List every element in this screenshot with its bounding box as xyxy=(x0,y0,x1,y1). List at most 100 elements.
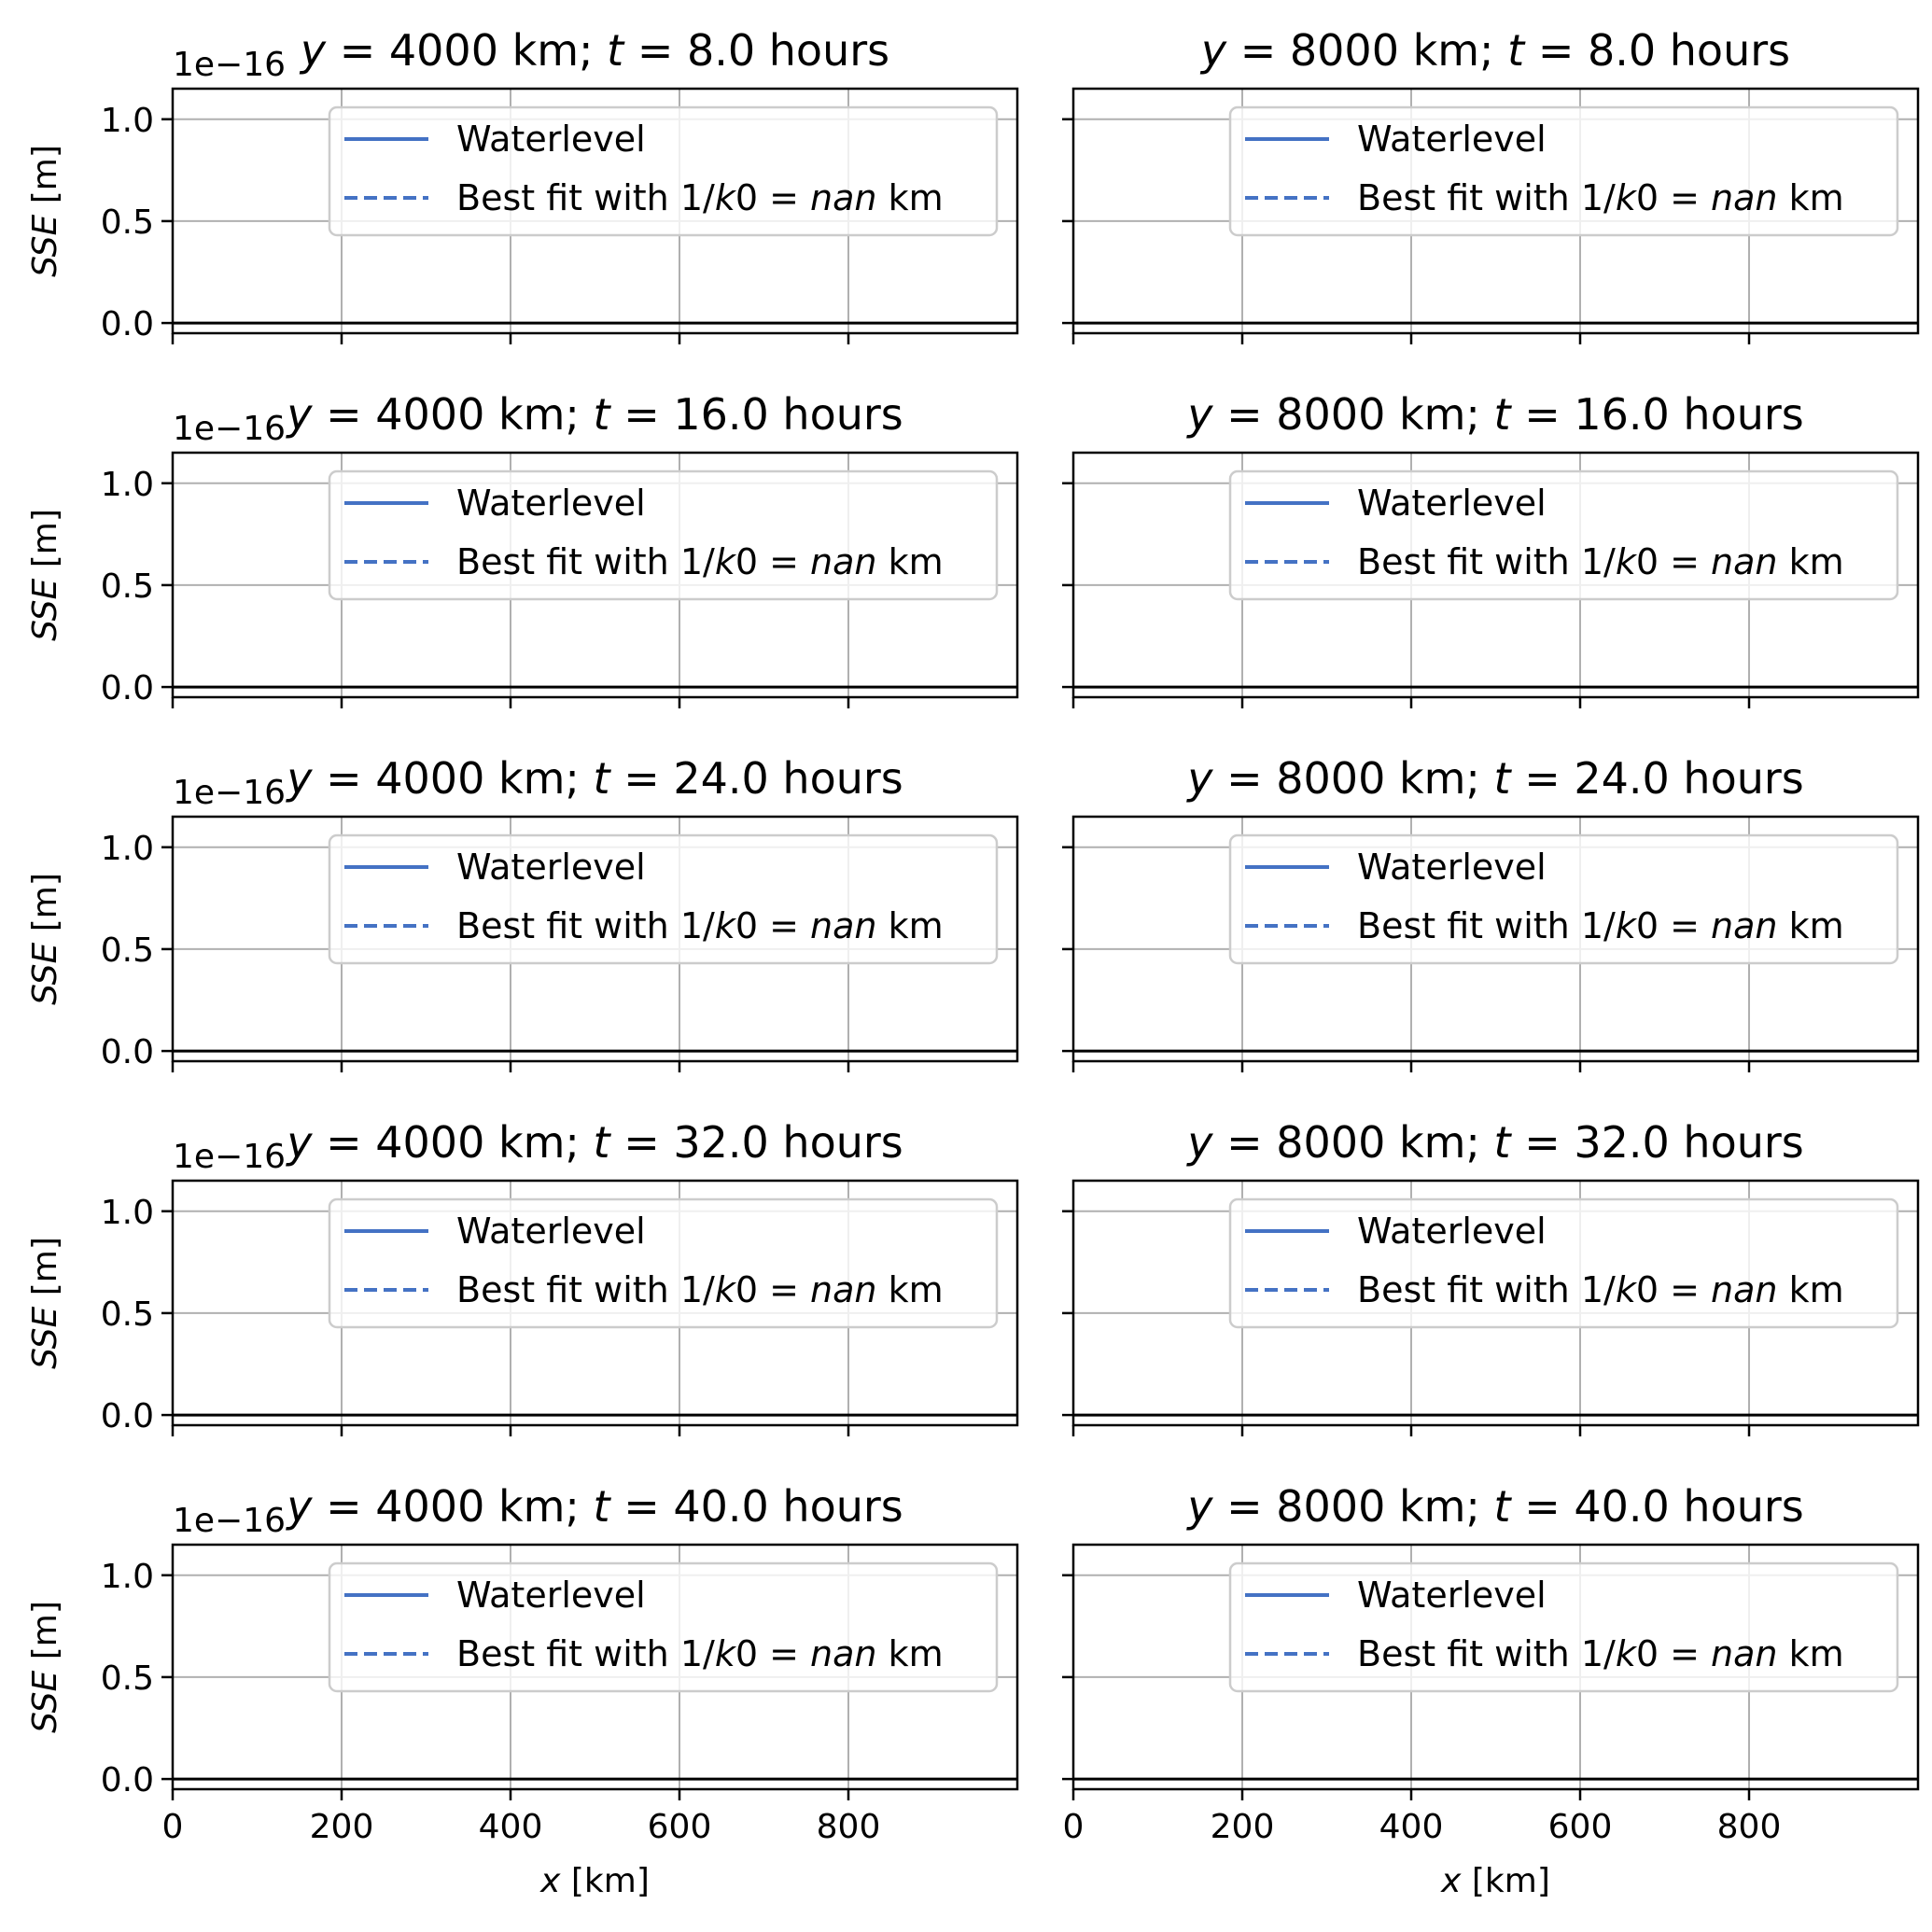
x-tick-label: 600 xyxy=(648,1808,712,1846)
legend: Waterlevel Best fit with 1/k0 = nan km xyxy=(1228,1197,1899,1329)
subplot-right-row2: y = 8000 km; t = 16.0 hours Waterlevel Bes… xyxy=(1062,389,1920,708)
legend-label-waterlevel: Waterlevel xyxy=(456,119,646,160)
y-tick-label: 1.0 xyxy=(101,466,154,504)
legend-box xyxy=(328,105,999,237)
x-tick-label: 200 xyxy=(310,1808,374,1846)
subplot-title: y = 4000 km; t = 32.0 hours xyxy=(285,1117,903,1168)
axes-frame xyxy=(171,815,1019,1063)
legend-label-best-fit: Best fit with 1/k0 = nan km xyxy=(1357,1269,1844,1310)
legend-label-waterlevel: Waterlevel xyxy=(1357,119,1547,160)
x-tick-label: 0 xyxy=(162,1808,184,1846)
x-axis-label: x [km] xyxy=(1440,1862,1550,1900)
legend: Waterlevel Best fit with 1/k0 = nan km xyxy=(328,833,999,965)
axes-frame xyxy=(171,1179,1019,1427)
axes-frame xyxy=(171,1543,1019,1791)
legend-label-best-fit: Best fit with 1/k0 = nan km xyxy=(1357,541,1844,582)
subplot-title: y = 8000 km; t = 16.0 hours xyxy=(1185,389,1804,440)
y-tick-label: 0.5 xyxy=(101,1295,154,1334)
legend-label-waterlevel: Waterlevel xyxy=(1357,483,1547,524)
x-tick-label: 200 xyxy=(1211,1808,1275,1846)
y-axis-label: SSE [m] xyxy=(26,1237,64,1369)
y-tick-label: 0.0 xyxy=(101,669,154,707)
legend-box xyxy=(1228,1561,1899,1693)
y-offset-label: 1e−16 xyxy=(173,410,286,448)
legend: Waterlevel Best fit with 1/k0 = nan km xyxy=(1228,1561,1899,1693)
legend: Waterlevel Best fit with 1/k0 = nan km xyxy=(1228,833,1899,965)
x-tick-label: 400 xyxy=(1379,1808,1444,1846)
y-axis-label: SSE [m] xyxy=(26,1601,64,1733)
legend-label-waterlevel: Waterlevel xyxy=(456,1575,646,1616)
x-tick-label: 600 xyxy=(1548,1808,1613,1846)
legend-label-best-fit: Best fit with 1/k0 = nan km xyxy=(456,1633,944,1674)
legend-box xyxy=(328,1197,999,1329)
axes-frame xyxy=(1071,815,1920,1063)
legend-label-waterlevel: Waterlevel xyxy=(1357,1211,1547,1252)
subplot-title: y = 4000 km; t = 40.0 hours xyxy=(285,1481,903,1532)
legend-label-best-fit: Best fit with 1/k0 = nan km xyxy=(1357,1633,1844,1674)
legend-box xyxy=(1228,105,1899,237)
axes-frame xyxy=(1071,1543,1920,1791)
y-offset-label: 1e−16 xyxy=(173,1502,286,1540)
legend-box xyxy=(328,1561,999,1693)
y-tick-label: 0.5 xyxy=(101,931,154,970)
y-tick-label: 0.0 xyxy=(101,1397,154,1435)
y-axis-label: SSE [m] xyxy=(26,873,64,1005)
subplot-left-row4: 0.0 0.5 1.0 1e−16 SSE [m] y = 4000 km; t = 32… xyxy=(26,1117,1019,1436)
legend-label-waterlevel: Waterlevel xyxy=(1357,1575,1547,1616)
y-tick-label: 0.5 xyxy=(101,1659,154,1698)
legend: Waterlevel Best fit with 1/k0 = nan km xyxy=(328,1561,999,1693)
y-axis-label: SSE [m] xyxy=(26,509,64,641)
subplot-title: y = 8000 km; t = 32.0 hours xyxy=(1185,1117,1804,1168)
y-offset-label: 1e−16 xyxy=(173,1138,286,1176)
legend: Waterlevel Best fit with 1/k0 = nan km xyxy=(1228,469,1899,601)
legend-box xyxy=(1228,833,1899,965)
legend-label-best-fit: Best fit with 1/k0 = nan km xyxy=(456,541,944,582)
x-tick-label: 800 xyxy=(817,1808,881,1846)
y-offset-label: 1e−16 xyxy=(173,774,286,812)
subplot-right-row1: y = 8000 km; t = 8.0 hours Waterlevel Best… xyxy=(1062,25,1920,344)
legend-box xyxy=(1228,1197,1899,1329)
y-tick-label: 0.0 xyxy=(101,305,154,343)
subplot-title: y = 8000 km; t = 24.0 hours xyxy=(1185,753,1804,804)
legend-box xyxy=(328,469,999,601)
subplot-right-row4: y = 8000 km; t = 32.0 hours Waterlevel Bes… xyxy=(1062,1117,1920,1436)
legend-label-waterlevel: Waterlevel xyxy=(1357,847,1547,888)
subplot-title: y = 8000 km; t = 40.0 hours xyxy=(1185,1481,1804,1532)
y-tick-label: 1.0 xyxy=(101,102,154,140)
legend-label-best-fit: Best fit with 1/k0 = nan km xyxy=(456,177,944,218)
axes-frame xyxy=(1071,451,1920,699)
subplot-title: y = 4000 km; t = 8.0 hours xyxy=(299,25,889,76)
y-tick-label: 0.0 xyxy=(101,1761,154,1799)
legend-box xyxy=(1228,469,1899,601)
axes-frame xyxy=(171,87,1019,335)
subplot-title: y = 4000 km; t = 16.0 hours xyxy=(285,389,903,440)
y-offset-label: 1e−16 xyxy=(173,46,286,84)
y-tick-label: 1.0 xyxy=(101,1558,154,1596)
subplot-left-row2: 0.0 0.5 1.0 1e−16 SSE [m] y = 4000 km; t = 16… xyxy=(26,389,1019,708)
subplot-left-row5: 0 200 400 600 800 0.0 0.5 1.0 1e−16 SSE [m] x [km]… xyxy=(26,1481,1019,1900)
subplot-right-row3: y = 8000 km; t = 24.0 hours Waterlevel Bes… xyxy=(1062,753,1920,1072)
legend-box xyxy=(328,833,999,965)
axes-frame xyxy=(171,451,1019,699)
x-tick-label: 400 xyxy=(479,1808,543,1846)
legend-label-waterlevel: Waterlevel xyxy=(456,847,646,888)
legend-label-best-fit: Best fit with 1/k0 = nan km xyxy=(456,1269,944,1310)
x-tick-label: 0 xyxy=(1063,1808,1085,1846)
y-tick-label: 0.5 xyxy=(101,203,154,242)
legend: Waterlevel Best fit with 1/k0 = nan km xyxy=(328,469,999,601)
y-tick-label: 0.0 xyxy=(101,1033,154,1071)
subplot-title: y = 4000 km; t = 24.0 hours xyxy=(285,753,903,804)
legend-label-best-fit: Best fit with 1/k0 = nan km xyxy=(456,905,944,946)
x-axis-label: x [km] xyxy=(539,1862,650,1900)
x-tick-label: 800 xyxy=(1717,1808,1782,1846)
subplot-right-row5: 0 200 400 600 800 x [km] y = 8000 km; t = 40.0… xyxy=(1062,1481,1920,1900)
y-tick-label: 0.5 xyxy=(101,567,154,606)
y-tick-label: 1.0 xyxy=(101,830,154,868)
legend-label-waterlevel: Waterlevel xyxy=(456,483,646,524)
subplot-title: y = 8000 km; t = 8.0 hours xyxy=(1199,25,1790,76)
legend: Waterlevel Best fit with 1/k0 = nan km xyxy=(1228,105,1899,237)
legend: Waterlevel Best fit with 1/k0 = nan km xyxy=(328,105,999,237)
legend: Waterlevel Best fit with 1/k0 = nan km xyxy=(328,1197,999,1329)
subplot-left-row1: 0.0 0.5 1.0 1e−16 SSE [m] y = 4000 km; t = 8.… xyxy=(26,25,1019,344)
